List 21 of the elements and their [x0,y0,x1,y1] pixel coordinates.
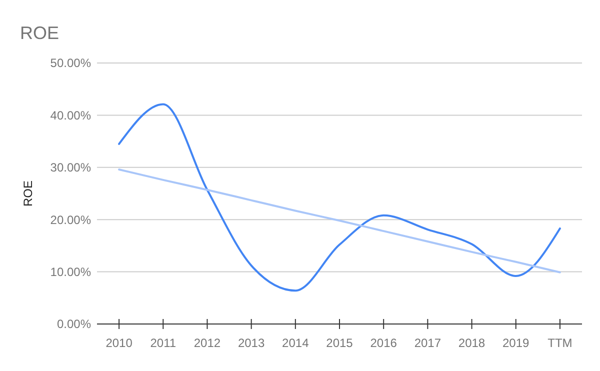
x-tick-label: 2014 [282,336,310,350]
x-tick-label: 2017 [414,336,442,350]
x-tick-label: 2013 [238,336,265,350]
x-tick-label: 2010 [106,336,133,350]
line-series [118,103,561,292]
y-tick-label: 20.00% [50,212,92,227]
chart-title: ROE [20,23,60,43]
y-tick-label: 0.00% [56,317,92,332]
x-tick-label: TTM [548,336,572,350]
x-tick-label: 2016 [370,336,398,350]
x-tick-label: 2011 [150,336,176,350]
line-series [118,168,561,274]
x-tick-label: 2012 [194,336,221,350]
y-tick-label: 50.00% [50,56,92,70]
y-tick-label: 10.00% [50,265,92,279]
x-tick-label: 2018 [458,336,486,350]
y-tick-label: 30.00% [50,160,92,175]
y-tick-label: 40.00% [50,108,92,122]
x-tick-label: 2015 [326,336,354,350]
y-axis-title: ROE [21,180,35,207]
x-tick-label: 2019 [502,336,530,350]
